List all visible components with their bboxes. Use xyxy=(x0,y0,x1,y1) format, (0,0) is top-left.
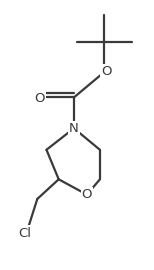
Text: O: O xyxy=(82,188,92,201)
Text: N: N xyxy=(69,122,79,135)
Text: O: O xyxy=(34,92,45,105)
Text: O: O xyxy=(101,65,112,78)
Text: Cl: Cl xyxy=(18,227,31,239)
